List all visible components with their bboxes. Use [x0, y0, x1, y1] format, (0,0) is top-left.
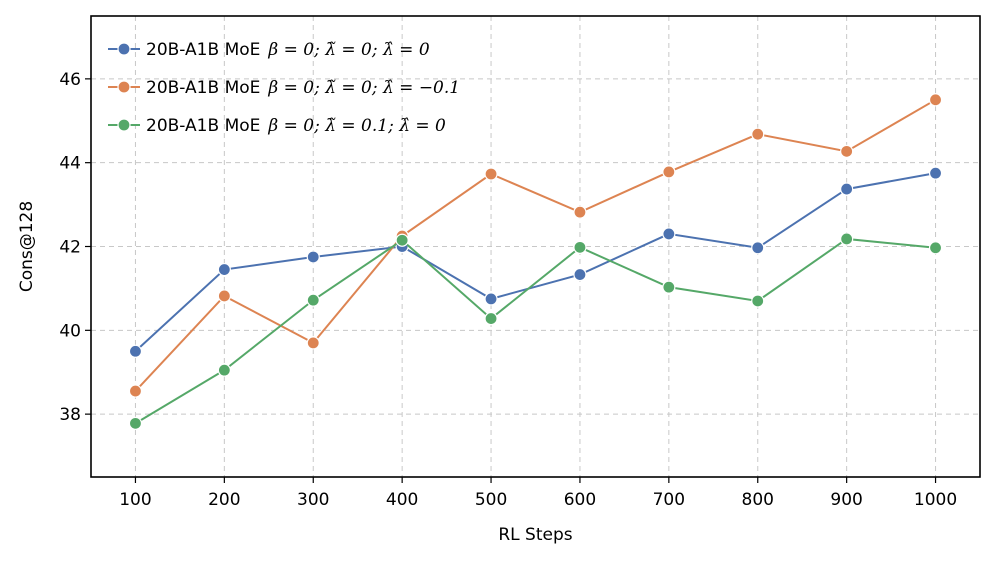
data-point — [928, 166, 943, 180]
data-point — [306, 250, 320, 264]
series-2 — [128, 93, 943, 398]
legend-label: 20B-A1B MoE β = 0; λ̃ = 0; λ̂ = 0 — [146, 40, 430, 60]
x-tick-label: 100 — [119, 490, 151, 510]
data-point — [217, 262, 231, 277]
y-tick-label: 42 — [59, 238, 81, 258]
y-axis-title: Cons@128 — [17, 201, 37, 292]
x-tick-label: 200 — [208, 490, 240, 510]
data-point — [128, 416, 143, 430]
data-point — [128, 344, 143, 358]
legend-label-math: β = 0; λ̃ = 0; λ̂ = −0.1 — [267, 78, 460, 98]
x-tick-label: 1000 — [914, 490, 957, 510]
legend-marker — [117, 118, 131, 132]
x-tick-label: 600 — [564, 490, 596, 510]
x-tick-label: 500 — [475, 490, 507, 510]
data-point — [306, 293, 320, 307]
x-tick-label: 900 — [830, 490, 862, 510]
data-point — [484, 167, 498, 181]
data-point — [662, 280, 676, 294]
data-point — [573, 240, 587, 254]
data-point — [751, 294, 765, 308]
data-point — [928, 241, 943, 255]
grid — [91, 16, 980, 477]
legend-item-2: 20B-A1B MoE β = 0; λ̃ = 0; λ̂ = −0.1 — [108, 78, 460, 98]
series-3 — [128, 232, 943, 430]
x-tick-label: 300 — [297, 490, 329, 510]
data-point — [217, 289, 231, 303]
x-tick-label: 800 — [742, 490, 774, 510]
data-point — [840, 232, 854, 246]
legend-label: 20B-A1B MoE β = 0; λ̃ = 0; λ̂ = −0.1 — [146, 78, 460, 98]
data-point — [840, 144, 854, 158]
data-point — [128, 384, 143, 398]
legend-label-math: β = 0; λ̃ = 0.1; λ̂ = 0 — [267, 116, 446, 136]
x-axis: 100 200 300 400 500 600 700 800 900 1000 — [119, 477, 957, 510]
y-axis: 38 40 42 44 46 — [59, 70, 91, 425]
series-layer — [128, 93, 943, 430]
legend-marker — [117, 80, 131, 94]
legend-label-prefix: 20B-A1B MoE — [146, 40, 260, 60]
data-point — [662, 227, 676, 241]
series-1 — [128, 166, 943, 358]
data-point — [751, 241, 765, 255]
legend-label-prefix: 20B-A1B MoE — [146, 116, 260, 136]
x-tick-label: 400 — [386, 490, 418, 510]
legend-label: 20B-A1B MoE β = 0; λ̃ = 0.1; λ̂ = 0 — [146, 116, 446, 136]
data-point — [395, 233, 409, 247]
y-tick-label: 46 — [59, 70, 81, 90]
y-tick-label: 40 — [59, 321, 81, 341]
data-point — [484, 292, 498, 306]
x-axis-title: RL Steps — [498, 525, 572, 545]
data-point — [573, 267, 587, 282]
data-point — [840, 182, 854, 196]
series-line — [134, 172, 936, 353]
x-tick-label: 700 — [653, 490, 685, 510]
legend-label-prefix: 20B-A1B MoE — [146, 78, 260, 98]
data-point — [306, 336, 320, 350]
series-line — [134, 98, 937, 392]
data-point — [662, 165, 676, 179]
legend-item-1: 20B-A1B MoE β = 0; λ̃ = 0; λ̂ = 0 — [108, 40, 430, 60]
y-tick-label: 44 — [59, 154, 81, 174]
legend-marker — [117, 42, 131, 56]
data-point — [484, 311, 498, 326]
y-tick-label: 38 — [59, 405, 81, 425]
series-line — [134, 237, 936, 425]
legend-item-3: 20B-A1B MoE β = 0; λ̃ = 0.1; λ̂ = 0 — [108, 116, 446, 136]
data-point — [217, 363, 231, 377]
data-point — [573, 205, 587, 219]
data-point — [928, 93, 943, 107]
legend: 20B-A1B MoE β = 0; λ̃ = 0; λ̂ = 020B-A1B … — [108, 40, 460, 136]
data-point — [751, 127, 765, 141]
legend-label-math: β = 0; λ̃ = 0; λ̂ = 0 — [267, 40, 429, 60]
